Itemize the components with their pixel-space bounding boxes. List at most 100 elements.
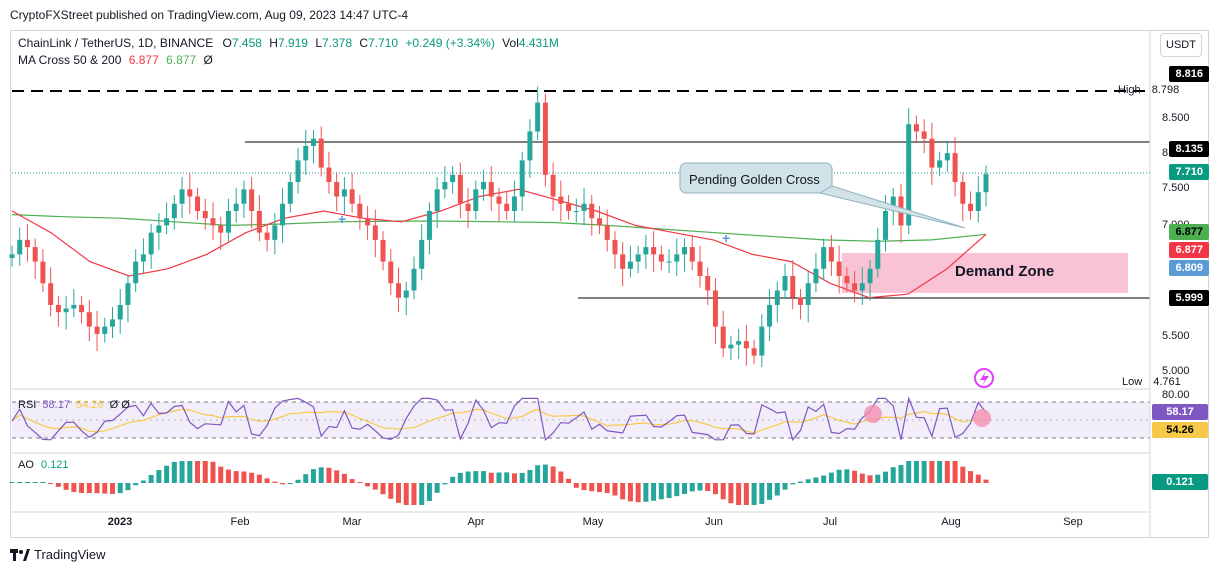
candle-body	[233, 203, 239, 211]
candle-body	[705, 276, 711, 291]
candle-body	[202, 210, 208, 219]
ao-bar	[349, 479, 355, 483]
time-label: Aug	[941, 516, 961, 528]
ao-bar	[426, 483, 432, 501]
candle-body	[148, 232, 154, 255]
tag-level-top: 8.816	[1169, 66, 1209, 82]
candle-body	[875, 239, 881, 269]
candle-body	[767, 304, 773, 327]
ao-bar	[844, 469, 850, 483]
ao-bar	[310, 469, 316, 483]
ao-bar	[743, 483, 749, 505]
ao-bar	[767, 483, 773, 500]
candle-body	[712, 290, 718, 327]
high-label: High	[1118, 84, 1141, 96]
candle-body	[357, 203, 363, 219]
currency-button[interactable]: USDT	[1160, 33, 1202, 57]
ao-bar	[380, 483, 386, 495]
rsi-zero: Ø Ø	[109, 399, 130, 411]
candle-body	[55, 304, 61, 313]
high-value: 8.798	[1151, 84, 1180, 96]
candle-body	[651, 247, 657, 255]
ao-bar	[496, 472, 502, 483]
ma-label: MA Cross 50 & 200	[18, 53, 122, 67]
candle-body	[674, 254, 680, 262]
time-label: Feb	[230, 516, 250, 528]
ao-bar	[272, 481, 278, 483]
time-label: Jul	[822, 516, 838, 528]
ao-bar	[195, 461, 201, 483]
ao-bar	[759, 483, 765, 504]
ao-bar	[481, 471, 487, 483]
candle-body	[450, 174, 456, 183]
ao-bar	[164, 465, 170, 483]
candle-body	[310, 138, 316, 146]
candle-body	[79, 304, 85, 313]
candle-body	[280, 203, 286, 226]
candle-body	[743, 341, 749, 349]
candle-body	[975, 192, 981, 211]
candle-body	[303, 145, 309, 161]
candle-body	[187, 189, 193, 197]
tag-ma-red: 6.877	[1169, 242, 1209, 258]
candle-body	[604, 225, 610, 240]
ao-bar	[890, 467, 896, 483]
candle-body	[341, 189, 347, 197]
ao-bar	[682, 483, 688, 494]
ao-bar	[782, 483, 788, 490]
price-tick: 7.500	[1162, 182, 1190, 194]
candle-body	[782, 276, 788, 291]
symbol-legend: ChainLink / TetherUS, 1D, BINANCE O7.458…	[18, 36, 559, 50]
candle-body	[813, 268, 819, 284]
volume-label: Vol	[502, 36, 519, 50]
candle-body	[968, 203, 974, 211]
ao-bar	[396, 483, 402, 503]
candle-body	[511, 196, 517, 211]
ao-bar	[125, 483, 131, 491]
candle-body	[682, 247, 688, 255]
candle-body	[117, 304, 123, 320]
candle-body	[156, 225, 162, 233]
candle-body	[643, 247, 649, 255]
tag-ao: 0.121	[1152, 474, 1208, 490]
candle-body	[465, 203, 471, 211]
ao-bar	[983, 479, 989, 483]
rsi-highlight-1	[864, 405, 882, 423]
golden-cross-label: Pending Golden Cross	[689, 172, 820, 187]
candle-body	[411, 268, 417, 291]
ao-bar	[326, 467, 332, 483]
ao-bar	[32, 482, 38, 483]
time-label: 2023	[107, 516, 133, 528]
price-tags: 8.816 8.135 7.710 6.877 6.877 6.809 5.99…	[1150, 66, 1209, 466]
ao-bar	[341, 473, 347, 483]
candle-body	[195, 196, 201, 211]
candle-body	[210, 218, 216, 226]
candle-body	[225, 210, 231, 233]
rsi-axis-top: 80.00	[1162, 389, 1190, 401]
ao-bar	[635, 483, 641, 503]
ao-bar	[720, 483, 726, 500]
candle-body	[388, 261, 394, 284]
rsi-value: 58.17	[42, 399, 70, 411]
candle-body	[272, 225, 278, 240]
candle-body	[48, 283, 54, 305]
ao-bar	[334, 470, 340, 483]
ao-bar	[751, 483, 757, 505]
ao-bar	[828, 472, 834, 483]
candle-body	[496, 196, 502, 204]
ao-bar	[643, 483, 649, 502]
ao-bar	[651, 483, 657, 501]
candle-body	[241, 189, 247, 204]
ohlc-h-label: H	[269, 36, 278, 50]
footer-brand[interactable]: TradingView	[10, 547, 106, 562]
candle-body	[140, 254, 146, 262]
ao-bar	[148, 474, 154, 483]
symbol-name: ChainLink / TetherUS, 1D, BINANCE	[18, 36, 214, 50]
candle-body	[71, 304, 77, 309]
candle-body	[488, 182, 494, 197]
ao-bar	[596, 483, 602, 493]
low-label: Low	[1122, 376, 1143, 388]
ao-bar	[883, 471, 889, 483]
time-label: May	[582, 516, 604, 528]
